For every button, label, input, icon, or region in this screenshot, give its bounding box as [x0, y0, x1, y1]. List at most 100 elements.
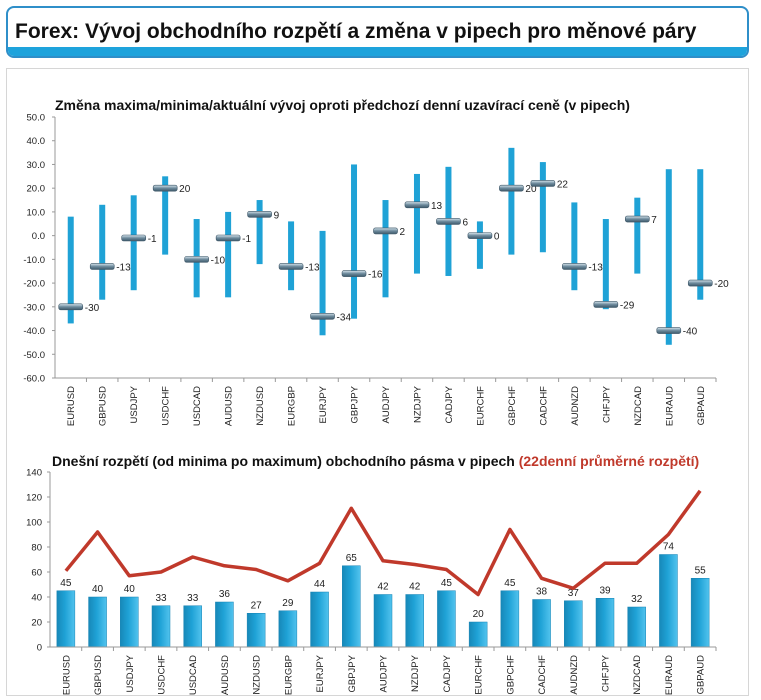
chart2-value-label: 20: [473, 609, 485, 620]
chart1-current-marker: [121, 234, 146, 242]
chart1-category-label: GBPCHF: [507, 386, 518, 426]
chart2-category-label: GBPJPY: [347, 654, 358, 692]
chart2-bar: [532, 599, 551, 648]
chart1-value-label: -13: [305, 262, 320, 273]
chart2-category-label: AUDJPY: [379, 654, 390, 692]
chart2-category-label: AUDNZD: [569, 655, 580, 695]
chart2-value-label: 40: [92, 584, 104, 595]
chart2-value-label: 36: [219, 589, 231, 600]
chart1-range-bar: [382, 200, 389, 298]
chart2-value-label: 55: [695, 565, 707, 576]
chart2-category-label: CADJPY: [442, 654, 453, 692]
chart1-value-label: 20: [525, 184, 537, 195]
charts-panel: [6, 68, 749, 696]
chart1-value-label: -20: [714, 279, 729, 290]
chart2-ytick-label: 120: [26, 493, 42, 504]
chart1-range-bar: [508, 147, 515, 255]
chart2-bar: [405, 594, 424, 648]
chart2-bar: [627, 606, 646, 648]
chart1-current-marker: [467, 232, 493, 239]
chart1-category-label: USDCHF: [161, 386, 172, 426]
chart1-value-label: -29: [620, 300, 635, 311]
chart2-category-label: GBPAUD: [696, 655, 707, 695]
chart1-range-bar: [162, 176, 169, 255]
chart1-range-bar: [288, 221, 295, 291]
chart2-value-label: 29: [282, 598, 294, 609]
chart2-category-label: AUDUSD: [220, 655, 231, 695]
chart1-value-label: 22: [557, 179, 569, 190]
chart2-bar: [56, 590, 76, 648]
chart1-current-marker: [404, 201, 430, 209]
chart1-current-marker: [530, 180, 556, 187]
chart2-value-label: 45: [60, 578, 72, 589]
chart2-value-label: 42: [409, 582, 421, 593]
chart2-value-label: 37: [568, 588, 580, 599]
chart1-value-label: -34: [337, 312, 352, 323]
chart2-value-label: 65: [346, 553, 358, 564]
chart2-bar: [690, 578, 710, 648]
chart1-current-marker: [373, 227, 398, 235]
chart1-range-bar: [571, 202, 578, 291]
chart2-ytick-label: 20: [31, 618, 42, 629]
chart1-value-label: -1: [242, 234, 251, 245]
chart1-category-label: AUDNZD: [570, 386, 581, 426]
chart1-value-label: -16: [368, 270, 383, 281]
chart1-category-label: AUDUSD: [224, 386, 235, 426]
chart1-value-label: 0: [494, 232, 500, 243]
chart1-current-marker: [341, 270, 367, 277]
chart2-category-label: GBPCHF: [505, 655, 516, 695]
chart1-ytick-label: 50.0: [27, 113, 46, 124]
chart1-ytick-label: 30.0: [27, 160, 46, 171]
chart2-ytick-label: 0: [37, 643, 42, 654]
chart1-current-marker: [278, 263, 304, 270]
chart2-bar: [183, 605, 202, 648]
chart2-category-label: GBPUSD: [93, 655, 104, 695]
chart1-category-label: EURAUD: [664, 386, 675, 426]
chart1-category-label: GBPUSD: [98, 386, 109, 426]
chart1-title: Změna maxima/minima/aktuální vývoj oprot…: [55, 97, 630, 113]
chart1-range-bar: [413, 173, 420, 274]
chart1-category-label: CHFJPY: [601, 385, 612, 423]
chart2-category-label: CHFJPY: [601, 654, 612, 692]
chart1-value-label: -13: [116, 262, 131, 273]
chart1-value-label: -10: [211, 255, 226, 266]
chart2-category-label: NZDJPY: [410, 654, 421, 692]
chart2-category-label: USDCAD: [188, 655, 199, 695]
chart1-ytick-label: 10.0: [27, 207, 46, 218]
chart2-bar: [215, 601, 234, 648]
chart2-bar: [468, 621, 488, 648]
chart1-value-label: -1: [148, 234, 157, 245]
chart2-category-label: EURJPY: [315, 654, 326, 692]
chart2-bar: [500, 590, 520, 648]
chart2-category-label: EURUSD: [61, 655, 72, 695]
chart2-value-label: 42: [377, 582, 389, 593]
chart1-current-marker: [152, 184, 178, 192]
chart1-current-marker: [89, 263, 115, 270]
chart1-ytick-label: -60.0: [23, 374, 45, 385]
chart2-bar: [342, 565, 361, 648]
chart2-bar: [373, 594, 393, 648]
chart1-current-marker: [310, 313, 335, 320]
chart2-title-average: (22denní průměrné rozpětí): [519, 453, 699, 469]
chart2-value-label: 33: [155, 593, 167, 604]
chart1-ytick-label: -10.0: [23, 255, 45, 266]
chart2-bar: [310, 591, 329, 648]
chart1-value-label: 20: [179, 184, 191, 195]
chart2-ytick-label: 100: [26, 518, 42, 529]
chart2-value-label: 74: [663, 542, 675, 553]
chart1-category-label: CADCHF: [538, 386, 549, 426]
chart1-ytick-label: -40.0: [23, 326, 45, 337]
chart1-range-bar: [697, 169, 704, 300]
chart2-value-label: 44: [314, 579, 326, 590]
chart2-ytick-label: 140: [26, 468, 42, 479]
chart1-value-label: 6: [462, 217, 468, 228]
chart1-value-label: 13: [431, 201, 443, 212]
chart1-current-marker: [184, 256, 209, 263]
chart2-bar: [151, 605, 171, 648]
chart1-category-label: USDCAD: [192, 386, 203, 426]
chart2-average-line: [64, 489, 702, 597]
chart1-range-bar: [256, 200, 263, 265]
chart2-title: Dnešní rozpětí (od minima po maximum) ob…: [52, 453, 699, 469]
chart2-title-main: Dnešní rozpětí (od minima po maximum) ob…: [52, 453, 519, 469]
